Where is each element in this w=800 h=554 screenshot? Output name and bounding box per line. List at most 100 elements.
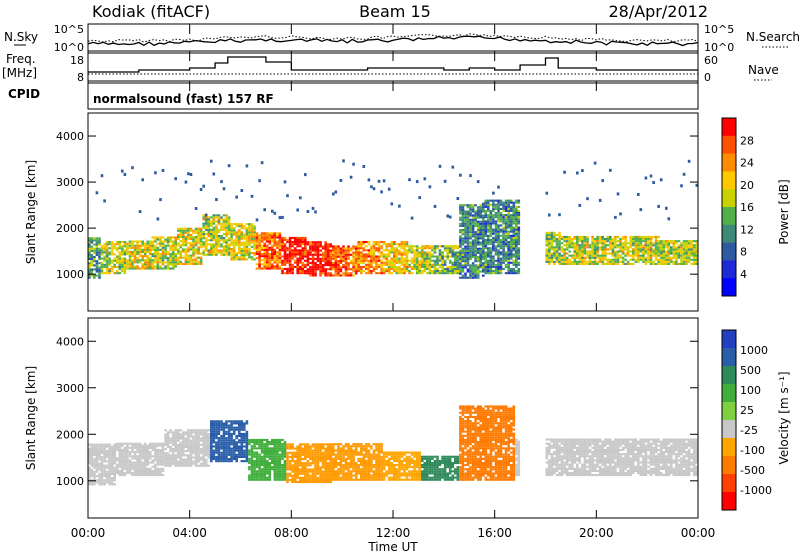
velocity-cell	[95, 481, 99, 484]
power-cell	[217, 235, 221, 238]
power-cell	[278, 253, 282, 256]
power-cell	[482, 206, 485, 209]
power-cell	[474, 268, 477, 271]
power-cell	[319, 274, 322, 277]
power-cell	[291, 245, 294, 248]
velocity-cell	[255, 466, 259, 469]
power-cell	[601, 260, 604, 263]
velocity-cell	[230, 426, 233, 429]
velocity-cell	[238, 447, 241, 450]
power-cell	[283, 259, 287, 262]
power-cell	[110, 243, 114, 246]
power-cell	[568, 250, 571, 253]
power-cell	[174, 238, 177, 241]
power-cell	[291, 241, 294, 244]
power-cell	[171, 253, 175, 256]
power-cell	[207, 243, 211, 246]
power-cell	[276, 261, 279, 264]
power-cell	[507, 224, 510, 227]
power-cell	[464, 210, 467, 213]
velocity-cell	[260, 478, 264, 481]
power-cell	[382, 267, 386, 270]
power-cell	[311, 243, 315, 246]
power-cell	[433, 247, 437, 250]
velocity-cell	[245, 455, 249, 458]
power-cell	[296, 270, 299, 273]
power-cell	[166, 236, 170, 239]
power-cell	[227, 251, 231, 254]
velocity-cell	[133, 467, 137, 470]
power-cell	[576, 262, 579, 265]
power-cell	[619, 240, 622, 243]
power-cell	[489, 199, 493, 202]
velocity-cell	[202, 448, 205, 451]
power-cell	[403, 263, 406, 266]
velocity-cell	[293, 478, 297, 481]
power-cell	[436, 259, 439, 262]
velocity-cell	[123, 442, 127, 445]
power-cell	[329, 259, 333, 262]
power-cell	[215, 214, 218, 217]
power-cell	[492, 243, 495, 246]
power-cell	[504, 234, 508, 237]
power-cell	[461, 260, 465, 263]
power-cell	[171, 259, 175, 262]
velocity-cell	[283, 472, 287, 475]
velocity-cell	[207, 441, 211, 444]
power-cell	[492, 209, 495, 212]
frequency-series	[88, 56, 698, 75]
power-cell	[194, 238, 198, 241]
power-cell	[324, 243, 327, 246]
power-cell	[357, 243, 360, 246]
power-cell	[482, 262, 485, 265]
power-cell	[103, 245, 106, 248]
power-cell	[385, 259, 388, 262]
power-cell	[492, 220, 495, 223]
velocity-cell	[291, 455, 294, 458]
power-cell	[438, 270, 442, 273]
velocity-cell	[100, 464, 104, 467]
velocity-cell	[210, 426, 213, 429]
power-cell	[372, 187, 376, 191]
power-cell	[126, 253, 129, 256]
power-cell	[553, 231, 556, 234]
power-cell	[497, 232, 500, 235]
power-cell	[141, 248, 144, 251]
power-cell	[515, 230, 518, 233]
power-cell	[484, 232, 488, 235]
power-cell	[667, 217, 671, 221]
power-cell	[507, 259, 510, 262]
power-cell	[154, 171, 157, 175]
power-cell	[471, 216, 475, 219]
velocity-cell	[166, 454, 170, 457]
velocity-cell	[299, 462, 302, 465]
velocity-cell	[194, 445, 198, 448]
velocity-cell	[253, 470, 256, 473]
power-cell	[492, 216, 495, 219]
velocity-cell	[182, 439, 185, 442]
power-cell	[204, 216, 208, 219]
power-cell	[207, 251, 211, 254]
velocity-cell	[293, 466, 297, 469]
power-cell	[136, 244, 139, 247]
velocity-cell	[189, 431, 193, 434]
power-cell	[222, 233, 226, 236]
power-cell	[558, 254, 561, 257]
power-cell	[105, 251, 109, 254]
velocity-cell	[159, 469, 162, 472]
power-cell	[469, 231, 472, 234]
power-cell	[593, 246, 597, 249]
velocity-cell	[293, 447, 297, 450]
power-cell	[263, 255, 266, 258]
power-cell	[583, 246, 587, 249]
velocity-cell	[210, 428, 213, 431]
power-cell	[448, 261, 452, 264]
power-cell	[438, 265, 442, 268]
power-cell	[591, 256, 594, 259]
velocity-cell	[268, 466, 272, 469]
power-cell	[672, 240, 676, 243]
power-cell	[365, 259, 368, 262]
power-cell	[631, 262, 635, 265]
power-cell	[459, 258, 462, 261]
power-cell	[497, 253, 500, 256]
